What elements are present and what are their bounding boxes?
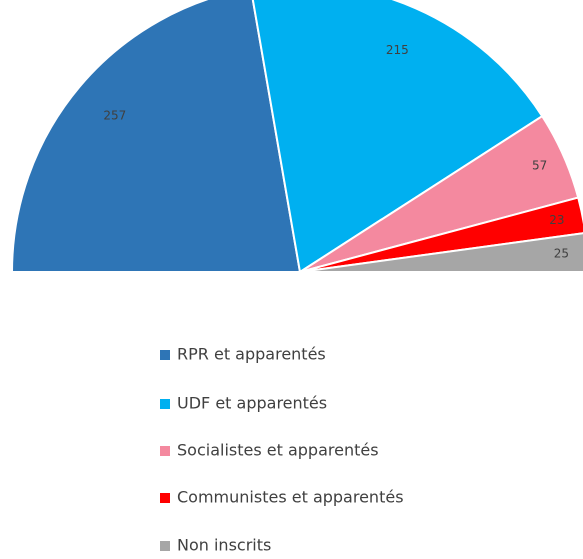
legend-swatch: [160, 350, 170, 360]
data-label: 215: [386, 43, 409, 57]
legend-label: RPR et apparentés: [177, 345, 326, 364]
slice: [299, 196, 583, 273]
legend-swatch: [160, 493, 170, 503]
slice: [10, 0, 302, 273]
data-label: 57: [532, 159, 547, 173]
slice: [299, 232, 583, 273]
data-label: 23: [549, 213, 564, 227]
legend-swatch: [160, 541, 170, 551]
legend-label: UDF et apparentés: [177, 394, 327, 413]
legend-label: Non inscrits: [177, 536, 271, 555]
data-label: 25: [554, 247, 569, 261]
legend-label: Communistes et apparentés: [177, 488, 404, 507]
slice: [251, 0, 544, 274]
legend-label: Socialistes et apparentés: [177, 441, 379, 460]
data-label: 257: [103, 109, 126, 123]
legend-swatch: [160, 399, 170, 409]
legend-swatch: [160, 446, 170, 456]
